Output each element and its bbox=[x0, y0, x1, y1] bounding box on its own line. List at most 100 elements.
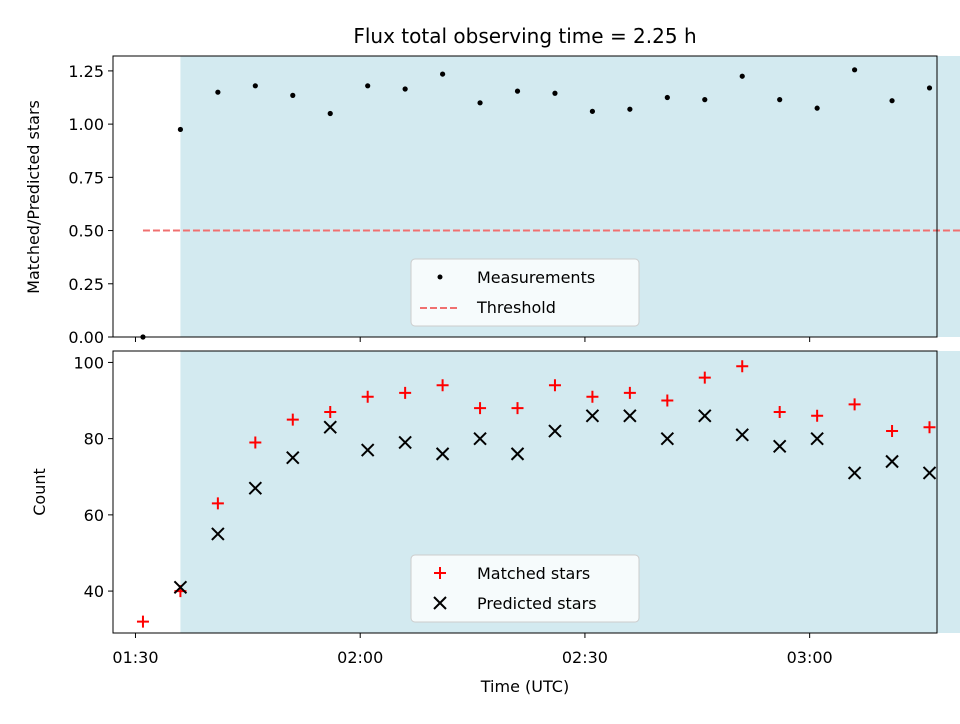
ratio-y-axis: 0.00 0.25 0.50 0.75 1.00 1.25 bbox=[68, 62, 113, 347]
y-tick-label: 100 bbox=[73, 353, 104, 372]
measurements-point bbox=[327, 110, 333, 117]
matched-stars-point bbox=[623, 386, 636, 399]
measurements-point bbox=[402, 86, 408, 92]
matched-stars-point bbox=[698, 371, 711, 384]
measurements-point bbox=[926, 85, 933, 91]
legend-threshold-label: Threshold bbox=[476, 298, 556, 317]
predicted-stars-point bbox=[173, 580, 188, 594]
predicted-stars-point bbox=[286, 450, 300, 465]
predicted-stars-point bbox=[623, 409, 637, 423]
count-panel: 40 60 80 100 01:30 02:00 02:30 03:00 Count Tim… bbox=[30, 350, 960, 696]
predicted-stars-point bbox=[885, 454, 899, 469]
measurements-point bbox=[514, 88, 521, 94]
measurements-point bbox=[477, 100, 483, 106]
matched-stars-point bbox=[324, 405, 337, 418]
count-plot-frame bbox=[112, 350, 938, 634]
count-legend-box bbox=[410, 554, 640, 623]
ratio-plot-frame bbox=[112, 55, 938, 338]
predicted-stars-point bbox=[435, 447, 450, 461]
y-tick-label: 0.75 bbox=[68, 168, 104, 187]
predicted-stars-point bbox=[473, 431, 487, 446]
predicted-stars-point bbox=[360, 443, 375, 457]
matched-stars-point bbox=[586, 390, 599, 403]
matched-stars-point bbox=[136, 615, 149, 628]
matched-stars-point bbox=[399, 386, 412, 399]
matched-stars-point bbox=[511, 402, 524, 415]
y-tick-label: 40 bbox=[84, 582, 104, 601]
ratio-x-axis bbox=[134, 337, 811, 342]
predicted-stars-point bbox=[211, 527, 225, 541]
y-tick-label: 1.25 bbox=[68, 62, 104, 81]
matched-stars-point bbox=[211, 497, 224, 510]
legend-matched-marker bbox=[434, 567, 446, 579]
x-tick-label: 02:30 bbox=[562, 648, 608, 667]
matched-stars-point bbox=[886, 425, 899, 438]
legend-predicted-label: Predicted stars bbox=[477, 594, 597, 613]
matched-stars-point bbox=[811, 409, 824, 422]
legend-matched-label: Matched stars bbox=[477, 564, 590, 583]
predicted-stars-point bbox=[398, 435, 412, 450]
matched-stars-point bbox=[286, 413, 299, 426]
measurements-point bbox=[177, 126, 184, 133]
x-axis-label: Time (UTC) bbox=[480, 677, 569, 696]
predicted-stars-point bbox=[548, 424, 562, 438]
predicted-stars-point bbox=[922, 466, 937, 480]
ratio-marks bbox=[140, 67, 960, 340]
measurements-point bbox=[739, 73, 745, 79]
measurements-point bbox=[852, 67, 858, 73]
predicted-stars-point bbox=[810, 431, 824, 446]
measurements-point bbox=[889, 98, 895, 104]
matched-stars-point bbox=[923, 421, 936, 434]
measurements-point bbox=[664, 94, 670, 101]
measurements-point bbox=[252, 83, 258, 89]
measurements-point bbox=[365, 83, 371, 89]
y-tick-label: 0.50 bbox=[68, 222, 104, 241]
predicted-stars-point bbox=[660, 431, 675, 446]
count-legend: Matched stars Predicted stars bbox=[410, 554, 640, 623]
legend-predicted-marker bbox=[433, 596, 447, 610]
measurements-point bbox=[777, 97, 783, 103]
ratio-legend: Measurements Threshold bbox=[410, 258, 640, 327]
matched-stars-point bbox=[736, 360, 749, 373]
y-tick-label: 0.00 bbox=[68, 328, 104, 347]
predicted-stars-point bbox=[248, 481, 263, 495]
matched-stars-point bbox=[661, 394, 674, 407]
count-y-axis: 40 60 80 100 bbox=[73, 353, 113, 601]
predicted-stars-point bbox=[772, 439, 787, 453]
matched-stars-point bbox=[474, 402, 487, 415]
y-tick-label: 0.25 bbox=[68, 275, 104, 294]
predicted-stars-point bbox=[510, 447, 525, 461]
y-tick-label: 80 bbox=[84, 430, 104, 449]
y-tick-label: 1.00 bbox=[68, 115, 104, 134]
measurements-point bbox=[290, 92, 296, 98]
measurements-point bbox=[589, 108, 596, 114]
x-tick-label: 02:00 bbox=[337, 648, 383, 667]
ratio-panel: 0.00 0.25 0.50 0.75 1.00 1.25 Matched/Predict… bbox=[24, 55, 960, 347]
measurements-point bbox=[814, 105, 820, 111]
measurements-point bbox=[627, 106, 633, 112]
predicted-stars-point bbox=[698, 409, 712, 423]
legend-measurements-label: Measurements bbox=[477, 268, 595, 287]
predicted-stars-point bbox=[847, 466, 862, 480]
measurements-point bbox=[440, 71, 446, 77]
matched-stars-point bbox=[436, 379, 449, 392]
matched-stars-point bbox=[548, 379, 561, 392]
matched-stars-point bbox=[361, 390, 374, 403]
legend-measurements-marker bbox=[437, 274, 443, 280]
x-tick-label: 01:30 bbox=[112, 648, 158, 667]
y-tick-label: 60 bbox=[84, 506, 104, 525]
ratio-y-label: Matched/Predicted stars bbox=[24, 100, 43, 294]
count-y-label: Count bbox=[30, 468, 49, 516]
measurements-point bbox=[215, 89, 221, 95]
predicted-stars-point bbox=[323, 420, 337, 434]
count-marks bbox=[136, 360, 937, 628]
measurements-point bbox=[552, 90, 558, 96]
matched-stars-point bbox=[848, 398, 861, 411]
matched-stars-point bbox=[773, 405, 786, 418]
predicted-stars-point bbox=[735, 428, 749, 442]
matched-stars-point bbox=[249, 436, 262, 449]
ratio-legend-box bbox=[410, 258, 640, 327]
measurements-point bbox=[702, 97, 708, 103]
predicted-stars-point bbox=[585, 409, 600, 423]
